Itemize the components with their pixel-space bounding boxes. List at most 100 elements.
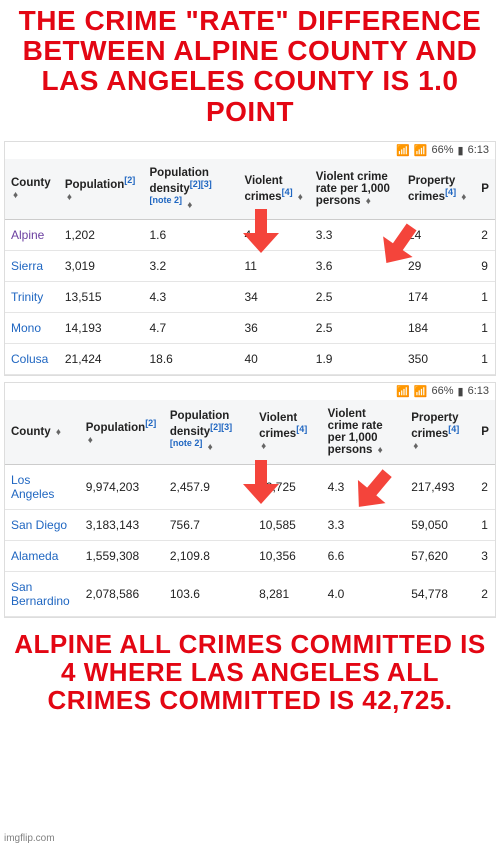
col-rate[interactable]: Violent crime rate per 1,000 persons ♦ [322, 400, 406, 465]
battery-percent: 66% [431, 144, 453, 156]
cell-partial: 1 [475, 343, 495, 374]
cell-density: 18.6 [144, 343, 239, 374]
cell-property: 29 [402, 250, 475, 281]
cell-rate: 2.5 [310, 281, 402, 312]
cell-density: 4.3 [144, 281, 239, 312]
cell-population: 14,193 [59, 312, 144, 343]
col-county[interactable]: County ♦ [5, 159, 59, 219]
county-link[interactable]: Mono [11, 321, 41, 335]
table-1: County ♦ Population[2] ♦ Population dens… [5, 159, 495, 375]
table-row: San Diego 3,183,143756.710,5853.359,0501 [5, 509, 495, 540]
cell-density: 756.7 [164, 509, 253, 540]
col-property[interactable]: Property crimes[4] ♦ [402, 159, 475, 219]
cell-population: 1,202 [59, 219, 144, 250]
cell-property: 57,620 [405, 540, 475, 571]
cell-population: 9,974,203 [80, 464, 164, 509]
cell-violent: 10,585 [253, 509, 322, 540]
county-link[interactable]: Colusa [11, 352, 48, 366]
cell-density: 3.2 [144, 250, 239, 281]
cell-county: Mono [5, 312, 59, 343]
table-row: Los Angeles 9,974,2032,457.942,7254.3217,… [5, 464, 495, 509]
cell-county: Trinity [5, 281, 59, 312]
col-violent[interactable]: Violent crimes[4] ♦ [253, 400, 322, 465]
cell-property: 24 [402, 219, 475, 250]
county-link[interactable]: San Bernardino [11, 580, 70, 608]
cell-property: 217,493 [405, 464, 475, 509]
cell-county: San Bernardino [5, 571, 80, 616]
cell-county: Sierra [5, 250, 59, 281]
cell-violent: 8,281 [253, 571, 322, 616]
cell-property: 184 [402, 312, 475, 343]
table-row: Trinity 13,5154.3342.51741 [5, 281, 495, 312]
cell-density: 103.6 [164, 571, 253, 616]
cell-property: 54,778 [405, 571, 475, 616]
cell-violent: 42,725 [253, 464, 322, 509]
cell-partial: 1 [475, 312, 495, 343]
cell-property: 174 [402, 281, 475, 312]
cell-partial: 9 [475, 250, 495, 281]
watermark: imgflip.com [4, 833, 55, 844]
battery-icon: ▮ [458, 144, 464, 157]
cell-population: 21,424 [59, 343, 144, 374]
headline-top: THE CRIME "RATE" DIFFERENCE BETWEEN ALPI… [0, 0, 500, 135]
cell-population: 1,559,308 [80, 540, 164, 571]
table-row: Colusa21,42418.6401.93501 [5, 343, 495, 374]
col-county[interactable]: County ♦ [5, 400, 80, 465]
col-density[interactable]: Population density[2][3][note 2] ♦ [144, 159, 239, 219]
cell-partial: 2 [475, 219, 495, 250]
screenshot-table-2: 📶 📶 66% ▮ 6:13 County ♦ Population[2] ♦ … [4, 382, 496, 618]
cell-rate: 4.0 [322, 571, 406, 616]
cell-rate: 3.6 [310, 250, 402, 281]
cell-rate: 4.3 [322, 464, 406, 509]
col-partial[interactable]: P [475, 400, 495, 465]
cell-county: Colusa [5, 343, 59, 374]
county-link[interactable]: Sierra [11, 259, 43, 273]
cell-density: 2,457.9 [164, 464, 253, 509]
signal-icon: 📶 [414, 144, 428, 157]
county-link[interactable]: Alameda [11, 549, 58, 563]
col-population[interactable]: Population[2] ♦ [80, 400, 164, 465]
table-row: Alpine1,2021.643.3242 [5, 219, 495, 250]
county-link[interactable]: San Diego [11, 518, 67, 532]
cell-rate: 3.3 [310, 219, 402, 250]
cell-partial: 2 [475, 464, 495, 509]
cell-property: 59,050 [405, 509, 475, 540]
table-header-row: County ♦ Population[2] ♦ Population dens… [5, 400, 495, 465]
table-row: San Bernardino 2,078,586103.68,2814.054,7… [5, 571, 495, 616]
county-link[interactable]: Trinity [11, 290, 43, 304]
col-density[interactable]: Population density[2][3][note 2] ♦ [164, 400, 253, 465]
cell-county: Alpine [5, 219, 59, 250]
cell-population: 2,078,586 [80, 571, 164, 616]
screenshot-table-1: 📶 📶 66% ▮ 6:13 County ♦ Population[2] ♦ … [4, 141, 496, 376]
cell-violent: 34 [238, 281, 309, 312]
cell-rate: 3.3 [322, 509, 406, 540]
wifi-icon: 📶 [396, 385, 410, 398]
county-link[interactable]: Los Angeles [11, 473, 54, 501]
cell-density: 4.7 [144, 312, 239, 343]
cell-violent: 10,356 [253, 540, 322, 571]
table-2: County ♦ Population[2] ♦ Population dens… [5, 400, 495, 617]
cell-population: 3,183,143 [80, 509, 164, 540]
table-row: Sierra3,0193.2113.6299 [5, 250, 495, 281]
cell-partial: 1 [475, 281, 495, 312]
cell-population: 13,515 [59, 281, 144, 312]
wifi-icon: 📶 [396, 144, 410, 157]
col-population[interactable]: Population[2] ♦ [59, 159, 144, 219]
col-property[interactable]: Property crimes[4] ♦ [405, 400, 475, 465]
cell-rate: 2.5 [310, 312, 402, 343]
table-row: Alameda1,559,3082,109.810,3566.657,6203 [5, 540, 495, 571]
cell-density: 1.6 [144, 219, 239, 250]
county-link[interactable]: Alpine [11, 228, 44, 242]
cell-violent: 11 [238, 250, 309, 281]
cell-rate: 1.9 [310, 343, 402, 374]
col-partial[interactable]: P [475, 159, 495, 219]
status-time: 6:13 [468, 385, 489, 397]
col-violent[interactable]: Violent crimes[4] ♦ [238, 159, 309, 219]
cell-violent: 40 [238, 343, 309, 374]
status-time: 6:13 [468, 144, 489, 156]
cell-county: Alameda [5, 540, 80, 571]
status-bar-2: 📶 📶 66% ▮ 6:13 [5, 383, 495, 400]
cell-partial: 1 [475, 509, 495, 540]
status-bar-1: 📶 📶 66% ▮ 6:13 [5, 142, 495, 159]
col-rate[interactable]: Violent crime rate per 1,000 persons ♦ [310, 159, 402, 219]
